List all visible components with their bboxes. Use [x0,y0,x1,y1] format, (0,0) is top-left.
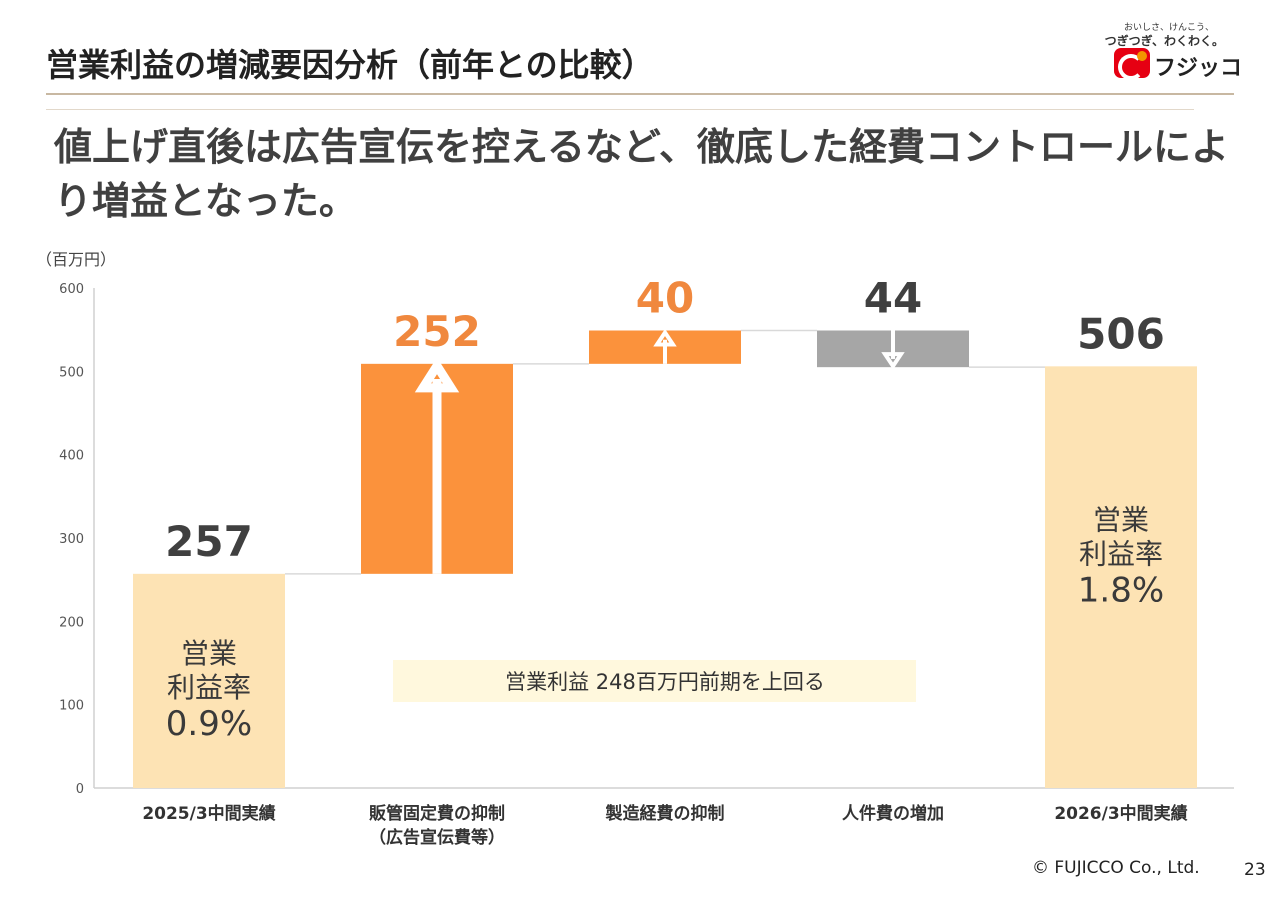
y-tick-label: 400 [59,449,84,464]
y-tick-label: 200 [59,615,84,630]
logo-mark-icon [1114,48,1150,78]
data-label: 44 [864,274,922,323]
data-label: 257 [165,517,253,566]
x-tick-label: 2025/3中間実績 [142,803,275,824]
y-tick-label: 600 [59,282,84,297]
page-title: 営業利益の増減要因分析（前年との比較） [46,46,654,84]
logo-tagline-2: つぎつぎ、わくわく。 [1104,34,1224,48]
x-tick-label: 販管固定費の抑制 [369,803,505,824]
arrow-up-icon [414,357,460,393]
y-tick-label: 100 [59,699,84,714]
callout-box [393,660,916,702]
margin-text: 1.8% [1078,571,1164,611]
data-label: 40 [636,274,694,323]
title-divider [46,93,1234,95]
arrow-down-icon [881,352,905,370]
x-tick-label: 製造経費の抑制 [605,803,725,824]
data-label: 252 [393,307,481,356]
y-tick-label: 500 [59,365,84,380]
arrow-up-icon [653,328,677,347]
margin-text: 0.9% [166,704,252,744]
page-number: 23 [1244,860,1266,880]
company-logo: おいしさ、けんこう、 つぎつぎ、わくわく。 フジッコ [1105,18,1243,84]
logo-tagline: おいしさ、けんこう、 [1123,23,1214,33]
y-axis-unit-label: （百万円） [36,250,117,269]
headline: 値上げ直後は広告宣伝を控えるなど、徹底した経費コントロールにより増益となった。 [54,125,1229,223]
margin-text: 利益率 [167,671,251,704]
callout-text: 営業利益 248百万円前期を上回る [505,670,825,694]
bar-total [133,573,285,788]
copyright: © FUJICCO Co., Ltd. [1032,858,1200,878]
margin-text: 営業 [181,637,237,670]
x-tick-label: 人件費の増加 [842,803,944,824]
margin-text: 利益率 [1079,538,1163,571]
logo-name: フジッコ [1154,56,1243,81]
y-tick-label: 0 [76,782,84,797]
data-label: 506 [1077,309,1165,358]
y-tick-label: 300 [59,532,84,547]
x-tick-label: （広告宣伝費等） [369,827,505,848]
x-tick-label: 2026/3中間実績 [1054,803,1187,824]
margin-text: 営業 [1093,504,1149,537]
title-divider-secondary [46,109,1194,110]
bar-total [1045,366,1197,788]
